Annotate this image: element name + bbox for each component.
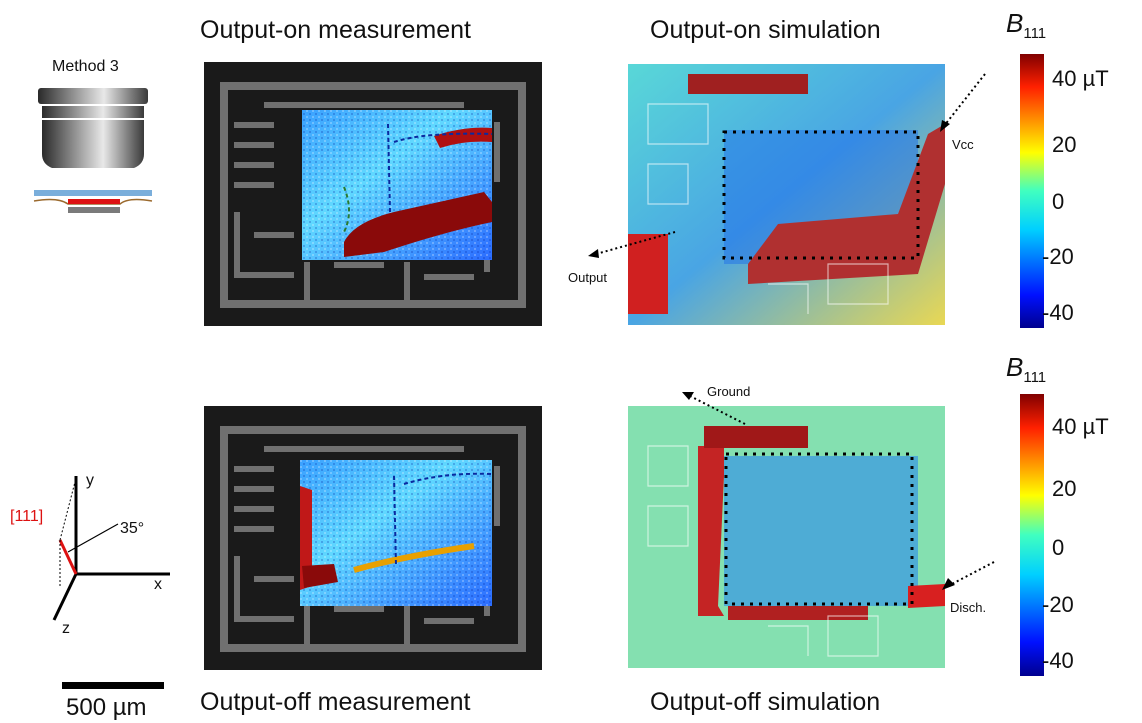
scale-bar: [62, 682, 164, 689]
output-annotation: Output: [568, 270, 608, 285]
colorbar-bottom: [1020, 394, 1044, 676]
colorbar-bottom-symbol: B111: [1006, 352, 1047, 387]
axis-z-label: z: [62, 620, 70, 637]
colorbar-bottom-ticks: 40 µT 20 0 -20 -40: [1042, 394, 1142, 676]
colorbar-tick: -20: [1042, 592, 1074, 617]
angle-label: 35°: [120, 520, 145, 537]
colorbar-tick: 20: [1052, 476, 1077, 501]
colorbar-tick: 40 µT: [1052, 414, 1109, 439]
measurement-off-panel: [204, 406, 542, 670]
direction-111-label: [111]: [10, 508, 44, 525]
simulation-off-panel: [628, 406, 945, 668]
axis-x-label: x: [154, 576, 162, 593]
colorbar-tick: -40: [1042, 648, 1074, 673]
simulation-on-panel: [628, 64, 945, 325]
method-label: Method 3: [52, 58, 119, 75]
colorbar-tick: 0: [1052, 535, 1065, 560]
title-off-simulation: Output-off simulation: [650, 688, 881, 716]
colorbar-tick: 40 µT: [1052, 66, 1109, 91]
colorbar-tick: -20: [1042, 244, 1074, 269]
objective-lens-illustration: [33, 88, 153, 213]
axis-y-label: y: [86, 472, 94, 489]
colorbar-top: [1020, 54, 1044, 328]
title-on-measurement: Output-on measurement: [200, 16, 471, 44]
crystal-axes-diagram: [52, 476, 170, 621]
colorbar-tick: 0: [1052, 189, 1065, 214]
vcc-annotation: Vcc: [952, 137, 974, 152]
colorbar-top-symbol: B111: [1006, 8, 1047, 43]
ground-annotation: Ground: [707, 384, 751, 399]
measurement-on-panel: [204, 62, 542, 326]
colorbar-top-ticks: 40 µT 20 0 -20 -40: [1042, 54, 1142, 328]
scale-bar-label: 500 µm: [66, 694, 147, 721]
title-on-simulation: Output-on simulation: [650, 16, 881, 44]
colorbar-tick: 20: [1052, 132, 1077, 157]
colorbar-tick: -40: [1042, 300, 1074, 325]
disch-annotation: Disch.: [950, 600, 987, 615]
title-off-measurement: Output-off measurement: [200, 688, 471, 716]
